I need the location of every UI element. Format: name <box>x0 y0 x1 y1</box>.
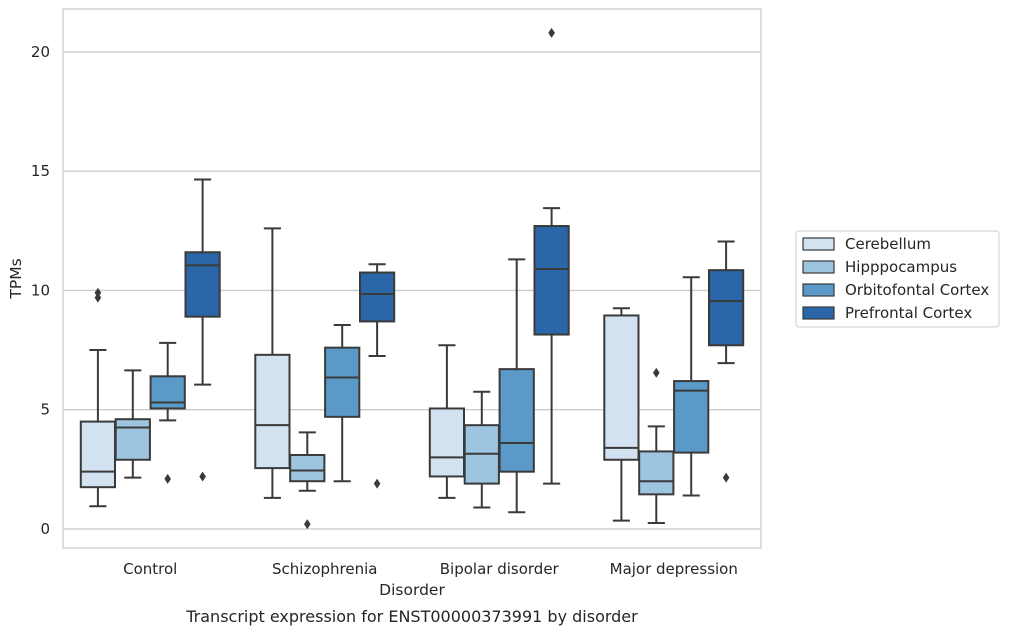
legend-label: Orbitofontal Cortex <box>845 281 989 299</box>
outlier-point <box>373 478 381 489</box>
chart-caption: Transcript expression for ENST0000037399… <box>185 607 638 626</box>
box-iqr <box>358 271 396 323</box>
box-iqr <box>603 314 640 461</box>
legend-swatch <box>802 237 835 251</box>
box-plot <box>324 324 361 483</box>
x-tick-label: Schizophrenia <box>272 560 377 578</box>
x-tick-label: Control <box>123 560 177 578</box>
outlier-point <box>304 519 311 530</box>
box-plot <box>603 307 640 522</box>
x-tick-label: Major depression <box>610 560 738 578</box>
legend-frame <box>795 230 1000 328</box>
box-iqr <box>638 450 675 496</box>
box-plot <box>149 341 186 484</box>
legend-item: Hipppocampus <box>802 258 957 276</box>
outlier-point <box>548 27 555 38</box>
legend-label: Hipppocampus <box>845 258 957 276</box>
outlier-point <box>722 472 730 483</box>
legend-swatch <box>802 260 835 274</box>
box-plot <box>707 240 745 483</box>
box-plot <box>358 263 396 489</box>
legend-item: Orbitofontal Cortex <box>802 281 989 299</box>
box-plot <box>638 367 675 524</box>
outlier-point <box>164 473 171 484</box>
y-axis-label: TPMs <box>7 258 25 299</box>
series-hipppocampus <box>114 367 675 530</box>
box-iqr <box>289 453 326 483</box>
x-axis-label: Disorder <box>379 581 445 599</box>
box-plot <box>289 431 326 530</box>
legend-swatch <box>802 283 835 297</box>
series-cerebellum <box>79 227 640 522</box>
legend: Cerebellum Hipppocampus Orbitofontal Corte… <box>795 230 1000 328</box>
series-orbitofontal-cortex <box>149 258 710 514</box>
box-plot <box>184 178 221 482</box>
legend-item: Cerebellum <box>802 235 931 253</box>
y-tick-label: 5 <box>40 401 50 419</box>
box-plot <box>428 344 466 499</box>
box-plot <box>79 287 117 508</box>
outlier-point <box>653 367 660 378</box>
box-plot <box>463 390 500 509</box>
y-gridlines <box>63 51 761 530</box>
box-iqr <box>673 380 710 454</box>
legend-label: Prefrontal Cortex <box>845 304 972 322</box>
box-iqr <box>114 418 151 461</box>
box-iqr <box>324 346 361 418</box>
legend-item: Prefrontal Cortex <box>802 304 972 322</box>
box-iqr <box>428 407 466 478</box>
y-tick-labels: 0 5 10 15 20 <box>31 43 50 538</box>
box-plot <box>114 369 151 479</box>
outlier-point <box>199 471 206 482</box>
y-tick-label: 10 <box>31 281 50 299</box>
box-plot <box>673 276 710 497</box>
box-plot <box>498 258 535 514</box>
legend-label: Cerebellum <box>845 235 931 253</box>
y-tick-label: 20 <box>31 43 50 61</box>
box-series-group <box>79 27 745 530</box>
box-plot <box>533 27 570 485</box>
box-iqr <box>707 269 745 347</box>
y-tick-label: 0 <box>40 520 50 538</box>
box-plot <box>254 227 291 499</box>
outlier-point <box>94 287 102 298</box>
box-iqr <box>79 420 117 489</box>
box-iqr <box>533 225 570 336</box>
x-tick-labels: Control Schizophrenia Bipolar disorder Majo… <box>123 560 738 578</box>
series-prefrontal-cortex <box>184 27 745 489</box>
box-iqr <box>254 353 291 470</box>
box-iqr <box>184 251 221 318</box>
plot-frame <box>62 8 762 549</box>
x-tick-label: Bipolar disorder <box>440 560 560 578</box>
legend-swatch <box>802 306 835 320</box>
box-iqr <box>149 375 186 410</box>
y-tick-label: 15 <box>31 162 50 180</box>
box-iqr <box>498 368 535 473</box>
